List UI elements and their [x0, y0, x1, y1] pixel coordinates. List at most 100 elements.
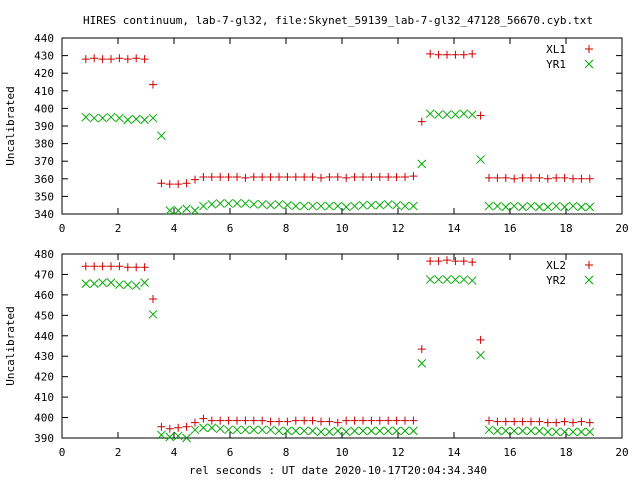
data-point-yr2-21 [257, 425, 267, 435]
y-tick-label-1-7: 410 [34, 85, 54, 98]
data-point-yr1-47 [476, 155, 485, 164]
data-point-xl2-28 [317, 417, 325, 426]
data-point-yr1-27 [308, 201, 317, 211]
data-point-yr2-39 [409, 426, 418, 436]
data-point-xl2-6 [132, 263, 141, 272]
data-point-yr1-40 [417, 159, 427, 169]
y-tick-label-1-5: 390 [34, 120, 54, 133]
data-point-xl1-30 [333, 173, 342, 182]
data-point-xl2-2 [98, 262, 107, 271]
data-point-xl1-44 [451, 50, 460, 59]
data-point-yr1-36 [383, 199, 393, 209]
chart-title: HIRES continuum, lab-7-gl32, file:Skynet… [83, 14, 593, 27]
x-tick-label-1-6: 12 [391, 222, 404, 235]
data-point-yr2-15 [207, 423, 217, 433]
data-point-xl2-7 [140, 263, 149, 272]
data-point-xl2-1 [90, 262, 99, 271]
data-point-yr2-40 [417, 359, 427, 368]
data-point-xl1-59 [577, 174, 586, 183]
y-tick-label-1-9: 430 [34, 50, 54, 63]
data-point-yr2-45 [459, 275, 469, 284]
data-point-xl2-48 [485, 416, 493, 425]
x-tick-label-2-9: 18 [559, 446, 572, 459]
data-point-xl1-35 [375, 173, 384, 182]
data-point-yr1-6 [131, 114, 141, 124]
x-tick-label-2-7: 14 [447, 446, 461, 459]
data-point-yr2-18 [232, 425, 242, 435]
data-point-yr2-26 [299, 426, 309, 436]
data-point-xl2-55 [543, 418, 552, 427]
data-point-yr1-52 [518, 202, 527, 212]
data-point-yr1-59 [577, 202, 586, 212]
data-point-xl2-14 [199, 414, 208, 423]
data-point-yr1-0 [81, 112, 91, 122]
data-point-xl1-57 [560, 173, 569, 182]
data-point-yr2-58 [568, 427, 578, 437]
data-point-xl2-16 [216, 416, 225, 425]
data-point-xl2-19 [241, 416, 250, 425]
data-point-xl1-1 [90, 54, 99, 63]
data-point-yr1-54 [535, 202, 544, 212]
y-tick-label-2-5: 440 [34, 330, 54, 343]
data-point-yr1-34 [367, 200, 376, 210]
data-point-yr1-20 [249, 199, 259, 209]
data-point-yr2-23 [274, 426, 284, 436]
data-point-yr2-48 [484, 425, 494, 435]
data-point-yr1-14 [199, 201, 208, 211]
data-point-yr1-49 [493, 201, 502, 211]
data-point-xl1-33 [359, 173, 367, 182]
data-point-xl2-23 [275, 417, 283, 426]
data-point-yr1-53 [526, 201, 536, 211]
x-tick-label-1-8: 16 [503, 222, 516, 235]
y-tick-label-1-3: 370 [34, 155, 54, 168]
data-point-yr2-17 [224, 425, 233, 435]
data-point-xl2-37 [392, 416, 401, 425]
data-point-yr2-29 [325, 427, 334, 437]
data-point-yr1-50 [501, 202, 511, 212]
data-point-yr1-56 [551, 201, 561, 211]
data-point-yr2-43 [442, 275, 452, 284]
data-point-xl1-20 [249, 173, 258, 182]
data-point-xl2-40 [417, 345, 426, 354]
data-point-xl2-60 [585, 418, 594, 427]
data-point-xl2-54 [535, 417, 544, 426]
data-point-yr1-11 [173, 206, 183, 215]
data-point-yr1-2 [98, 113, 107, 123]
data-point-yr2-37 [392, 426, 401, 436]
data-point-yr1-37 [392, 200, 401, 210]
y-axis-label-1: Uncalibrated [4, 86, 17, 165]
data-point-xl2-25 [291, 416, 300, 425]
data-point-yr2-2 [98, 278, 107, 287]
data-point-xl2-30 [333, 418, 342, 427]
data-point-yr1-24 [283, 200, 292, 210]
x-tick-label-2-5: 10 [335, 446, 348, 459]
data-point-xl2-33 [359, 416, 367, 425]
data-point-yr2-19 [241, 425, 250, 435]
data-point-yr1-42 [434, 110, 443, 119]
data-point-xl2-18 [233, 416, 241, 425]
data-point-xl2-13 [191, 418, 199, 427]
x-tick-label-1-9: 18 [559, 222, 572, 235]
y-tick-label-1-2: 360 [34, 173, 54, 186]
data-point-xl1-9 [157, 179, 166, 188]
data-point-xl1-47 [476, 111, 485, 120]
data-point-xl1-46 [468, 49, 477, 58]
data-point-xl2-50 [501, 417, 510, 426]
data-point-xl1-41 [426, 49, 435, 58]
legend-label-xl2: XL2 [546, 259, 566, 272]
data-point-yr1-5 [123, 115, 133, 125]
data-point-xl1-19 [241, 173, 250, 182]
data-point-xl1-51 [510, 174, 519, 183]
data-point-yr2-57 [560, 427, 569, 437]
data-point-yr1-55 [543, 202, 553, 212]
data-point-yr1-23 [274, 199, 284, 209]
data-point-yr1-28 [316, 201, 326, 211]
legend-marker-xl1 [585, 45, 593, 53]
data-point-yr1-35 [375, 200, 385, 210]
data-point-yr2-47 [476, 350, 485, 360]
data-point-xl1-17 [224, 173, 233, 182]
data-point-xl1-8 [149, 80, 157, 89]
data-point-xl1-11 [174, 180, 183, 189]
data-point-yr1-21 [257, 199, 267, 209]
